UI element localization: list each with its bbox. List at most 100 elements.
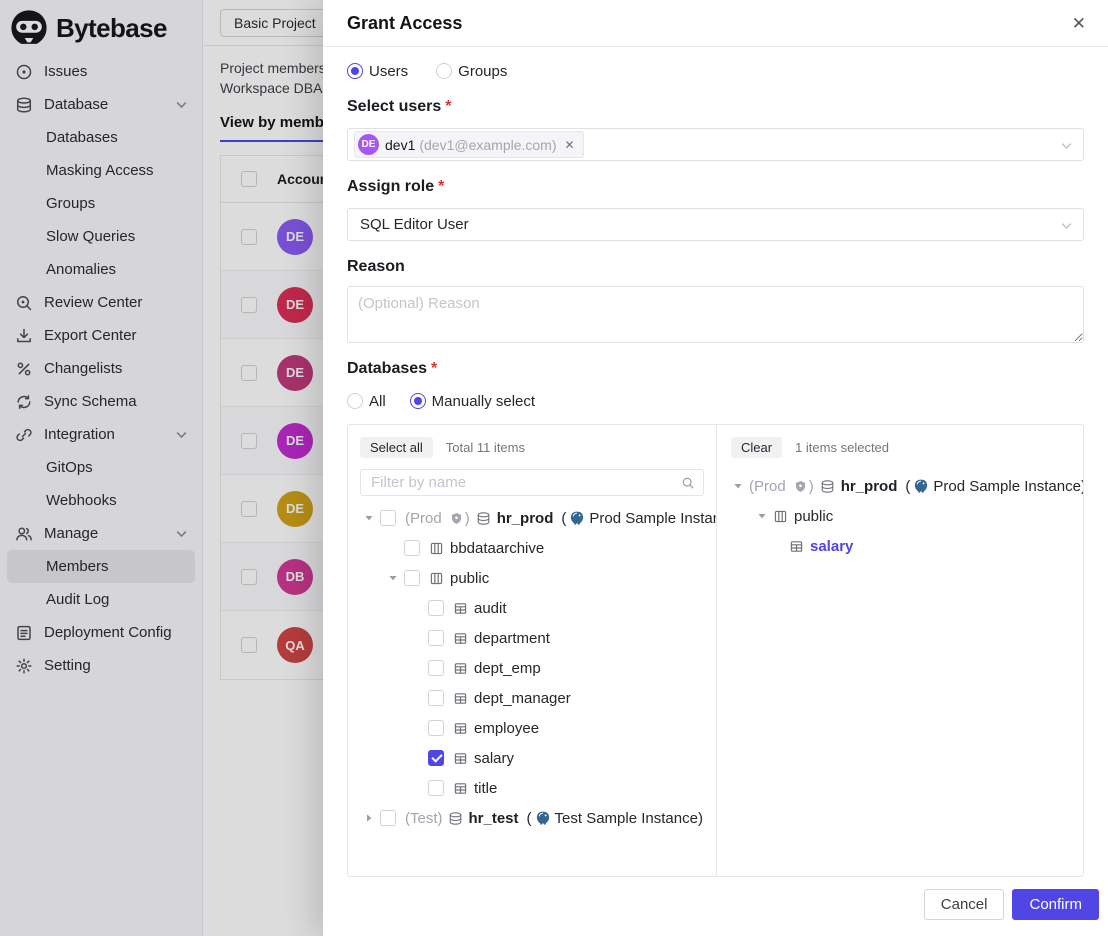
caret-right-icon[interactable] <box>364 813 374 823</box>
reason-textarea[interactable] <box>347 286 1084 343</box>
table-name: audit <box>474 599 507 617</box>
node-checkbox[interactable] <box>404 570 420 586</box>
node-checkbox[interactable] <box>428 690 444 706</box>
sidebar-item-export-center[interactable]: Export Center <box>7 319 195 352</box>
caret-down-icon[interactable] <box>388 573 398 583</box>
node-checkbox[interactable] <box>404 540 420 556</box>
caret-down-icon[interactable] <box>364 513 374 523</box>
node-checkbox[interactable] <box>380 510 396 526</box>
select-users-input[interactable]: DE dev1 (dev1@example.com) ✕ <box>347 128 1084 161</box>
sidebar-item-slow-queries[interactable]: Slow Queries <box>7 220 195 253</box>
database-icon <box>448 811 463 826</box>
sidebar-item-changelists[interactable]: Changelists <box>7 352 195 385</box>
source-tree: (Prod ) hr_prod ( Prod Sample Instance) <box>360 503 716 833</box>
node-checkbox-checked[interactable] <box>428 750 444 766</box>
sidebar-item-database[interactable]: Database <box>7 88 195 121</box>
manually-select-radio[interactable] <box>409 393 426 409</box>
bytebase-logo[interactable]: Bytebase <box>0 0 202 53</box>
assign-role-select[interactable]: SQL Editor User <box>347 208 1084 241</box>
sidebar-item-issues[interactable]: Issues <box>7 55 195 88</box>
table-name: title <box>474 779 498 797</box>
clear-button[interactable]: Clear <box>731 436 783 458</box>
assign-role-value: SQL Editor User <box>360 216 469 233</box>
tree-node-dept-emp[interactable]: dept_emp <box>360 653 704 683</box>
sidebar-item-audit-log[interactable]: Audit Log <box>7 583 195 616</box>
tree-node-title[interactable]: title <box>360 773 704 803</box>
selected-node-hr-prod[interactable]: (Prod ) hr_prod ( Prod Sample Instance) <box>731 471 1083 501</box>
node-checkbox[interactable] <box>428 630 444 646</box>
users-radio[interactable] <box>347 63 363 79</box>
sidebar-item-label: Review Center <box>44 294 143 311</box>
node-checkbox[interactable] <box>428 780 444 796</box>
description-line: Project members <box>220 60 326 76</box>
node-checkbox[interactable] <box>428 600 444 616</box>
tree-node-department[interactable]: department <box>360 623 704 653</box>
avatar: DE <box>277 286 313 323</box>
tree-node-bbdataarchive[interactable]: bbdataarchive <box>360 533 704 563</box>
selected-node-public[interactable]: public <box>731 501 1069 531</box>
total-items-text: Total 11 items <box>445 439 525 455</box>
confirm-button[interactable]: Confirm <box>1012 889 1099 920</box>
row-checkbox[interactable] <box>241 364 257 381</box>
sidebar-item-manage[interactable]: Manage <box>7 517 195 550</box>
sidebar-item-review-center[interactable]: Review Center <box>7 286 195 319</box>
row-checkbox[interactable] <box>241 228 257 245</box>
sidebar-item-groups[interactable]: Groups <box>7 187 195 220</box>
sidebar-item-gitops[interactable]: GitOps <box>7 451 195 484</box>
row-checkbox[interactable] <box>241 568 257 585</box>
table-name: dept_manager <box>474 689 571 707</box>
schema-name: bbdataarchive <box>450 539 545 557</box>
groups-radio[interactable] <box>436 63 453 79</box>
table-icon <box>453 751 468 766</box>
sidebar-item-sync-schema[interactable]: Sync Schema <box>7 385 195 418</box>
chevron-down-icon <box>1061 222 1072 230</box>
row-checkbox[interactable] <box>241 432 257 449</box>
filter-input[interactable] <box>361 470 703 495</box>
tree-node-hr-test[interactable]: (Test) hr_test ( Test Sample Instance) <box>360 803 704 833</box>
sidebar-item-databases[interactable]: Databases <box>7 121 195 154</box>
select-all-checkbox[interactable] <box>241 171 257 187</box>
tab-view-by-members[interactable]: View by members <box>220 114 347 142</box>
database-icon <box>476 511 491 526</box>
sidebar-item-deployment-config[interactable]: Deployment Config <box>7 616 195 649</box>
sidebar-item-members[interactable]: Members <box>7 550 195 583</box>
tree-node-dept-manager[interactable]: dept_manager <box>360 683 704 713</box>
schema-name: public <box>450 569 490 587</box>
modal-footer: Cancel Confirm <box>323 877 1108 936</box>
sidebar-item-masking-access[interactable]: Masking Access <box>7 154 195 187</box>
select-all-button[interactable]: Select all <box>360 436 433 458</box>
caret-down-icon[interactable] <box>757 511 767 521</box>
node-checkbox[interactable] <box>380 810 396 826</box>
row-checkbox[interactable] <box>241 296 257 313</box>
sidebar-item-label: Changelists <box>44 360 123 377</box>
remove-user-icon[interactable]: ✕ <box>564 137 575 152</box>
tree-node-employee[interactable]: employee <box>360 713 704 743</box>
sidebar-item-setting[interactable]: Setting <box>7 649 195 682</box>
table-name: employee <box>474 719 540 737</box>
sidebar-item-integration[interactable]: Integration <box>7 418 195 451</box>
tree-node-audit[interactable]: audit <box>360 593 704 623</box>
sidebar-item-label: Issues <box>44 63 88 80</box>
selected-user-email: (dev1@example.com) <box>419 136 557 153</box>
sidebar-item-label: Masking Access <box>46 162 154 179</box>
project-selector[interactable]: Basic Project <box>220 8 330 37</box>
tree-node-hr-prod[interactable]: (Prod ) hr_prod ( Prod Sample Instance) <box>360 503 716 533</box>
modal-body: Users Groups Select users * DE dev1 (dev1… <box>323 47 1108 877</box>
row-checkbox[interactable] <box>241 500 257 517</box>
table-icon <box>789 539 804 554</box>
tree-node-salary[interactable]: salary <box>360 743 704 773</box>
table-name: dept_emp <box>474 659 541 677</box>
all-databases-radio[interactable] <box>347 393 363 409</box>
caret-down-icon[interactable] <box>733 481 743 491</box>
row-checkbox[interactable] <box>241 637 257 653</box>
node-checkbox[interactable] <box>428 660 444 676</box>
close-icon[interactable]: ✕ <box>1071 13 1086 33</box>
node-checkbox[interactable] <box>428 720 444 736</box>
tree-node-public[interactable]: public <box>360 563 704 593</box>
picker-source-pane: Select all Total 11 items (Prod <box>348 425 717 876</box>
selected-node-salary[interactable]: salary <box>731 531 1069 561</box>
sidebar-item-anomalies[interactable]: Anomalies <box>7 253 195 286</box>
cancel-button[interactable]: Cancel <box>923 889 1005 920</box>
modal-title: Grant Access <box>347 12 463 33</box>
sidebar-item-webhooks[interactable]: Webhooks <box>7 484 195 517</box>
